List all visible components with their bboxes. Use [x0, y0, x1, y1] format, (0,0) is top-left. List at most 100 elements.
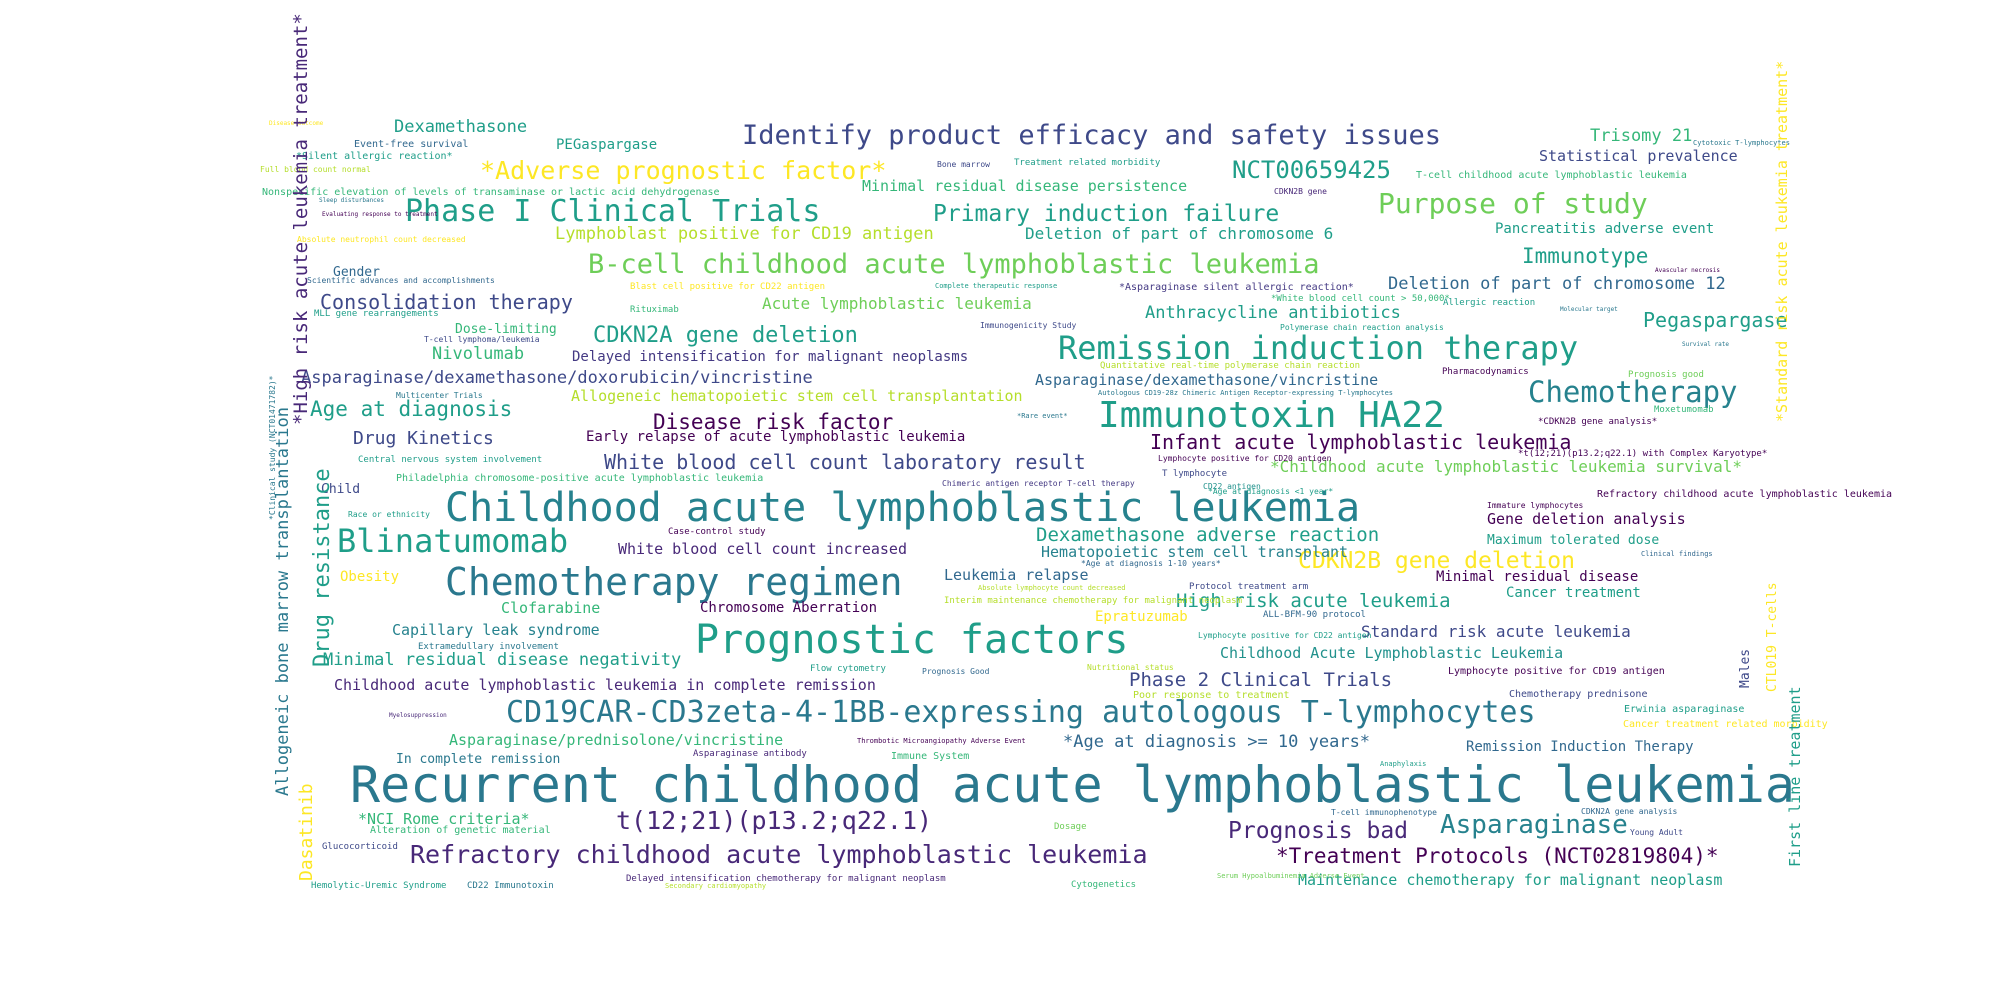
word-full-blood-count-normal: Full blood count normal [260, 165, 371, 174]
word-glucocorticoid: Glucocorticoid [322, 842, 398, 852]
word-refractory-childhood-acute-lymphoblastic-leukemi: Refractory childhood acute lymphoblastic… [410, 840, 1148, 869]
word-disease-outcome: Disease outcome [269, 120, 324, 127]
word-adverse-prognostic-factor: *Adverse prognostic factor* [480, 156, 887, 185]
word-anthracycline-antibiotics: Anthracycline antibiotics [1145, 303, 1401, 323]
word-maximum-tolerated-dose: Maximum tolerated dose [1487, 533, 1660, 548]
word-b-cell-childhood-acute-lymphoblastic-leukemia: B-cell childhood acute lymphoblastic leu… [588, 249, 1320, 280]
word-extramedullary-involvement: Extramedullary involvement [418, 642, 559, 652]
word-ctl019-t-cells: CTL019 T-cells [1765, 582, 1780, 692]
word-cytogenetics: Cytogenetics [1071, 880, 1137, 890]
word-cytotoxic-t-lymphocytes: Cytotoxic T-lymphocytes [1693, 139, 1790, 147]
word-allogeneic-bone-marrow-transplantation: Allogeneic bone marrow transplantation [273, 407, 293, 796]
word-pancreatitis-adverse-event: Pancreatitis adverse event [1495, 221, 1715, 237]
word-cdkn2b-gene-deletion: CDKN2B gene deletion [1298, 548, 1575, 574]
word-case-control-study: Case-control study [668, 527, 766, 537]
word-age-at-diagnosis: Age at diagnosis [310, 397, 513, 421]
word-serum-hypoalbuminemia-adverse-event: Serum Hypoalbuminemia Adverse Event [1217, 872, 1365, 880]
word-delayed-intensification-chemotherapy-for-maligna: Delayed intensification chemotherapy for… [626, 874, 946, 884]
word-gene-deletion-analysis: Gene deletion analysis [1487, 510, 1686, 528]
word-nutritional-status: Nutritional status [1087, 663, 1174, 672]
word-deletion-of-part-of-chromosome-12: Deletion of part of chromosome 12 [1388, 274, 1726, 294]
word-remission-induction-therapy: Remission Induction Therapy [1466, 739, 1694, 755]
word-blast-cell-positive-for-cd22-antigen: Blast cell positive for CD22 antigen [630, 282, 826, 292]
word-molecular-target: Molecular target [1560, 306, 1618, 313]
word-asparaginase-dexamethasone-doxorubicin-vincristi: Asparaginase/dexamethasone/doxorubicin/v… [301, 368, 813, 388]
word-sleep-disturbances: Sleep disturbances [319, 197, 385, 204]
word-gender: Gender [333, 265, 380, 280]
word-first-line-treatment: First line treatment [1786, 686, 1804, 867]
word-high-risk-acute-leukemia-treatment: *High risk acute leukemia treatment* [290, 13, 312, 425]
word-quantitative-real-time-polymerase-chain-reaction: Quantitative real-time polymerase chain … [1100, 361, 1361, 371]
word-minimal-residual-disease: Minimal residual disease [1436, 569, 1639, 585]
word-polymerase-chain-reaction-analysis: Polymerase chain reaction analysis [1280, 323, 1444, 332]
word-remission-induction-therapy: Remission induction therapy [1058, 329, 1579, 367]
word-trisomy-21: Trisomy 21 [1590, 126, 1693, 146]
word-young-adult: Young Adult [1630, 828, 1683, 837]
word-nivolumab: Nivolumab [432, 344, 525, 364]
word-t-cell-immunophenotype: T-cell immunophenotype [1331, 808, 1437, 817]
word-age-at-diagnosis-10-years: *Age at diagnosis >= 10 years* [1063, 732, 1371, 752]
word-phase-i-clinical-trials: Phase I Clinical Trials [405, 194, 821, 229]
word-silent-allergic-reaction: *Silent allergic reaction* [296, 151, 453, 162]
word-survival-rate: Survival rate [1682, 341, 1729, 348]
word-lymphoblast-positive-for-cd19-antigen: Lymphoblast positive for CD19 antigen [555, 224, 934, 244]
word-bone-marrow: Bone marrow [937, 160, 990, 169]
word-dexamethasone-adverse-reaction: Dexamethasone adverse reaction [1036, 524, 1380, 546]
word-pharmacodynamics: Pharmacodynamics [1442, 367, 1529, 377]
word-complete-therapeutic-response: Complete therapeutic response [935, 282, 1058, 290]
word-drug-kinetics: Drug Kinetics [353, 428, 494, 449]
word-delayed-intensification-for-malignant-neoplasms: Delayed intensification for malignant ne… [572, 349, 969, 365]
word-prognosis-good: Prognosis Good [922, 667, 990, 676]
word-asparaginase: Asparaginase [1440, 810, 1628, 840]
word-identify-product-efficacy-and-safety-issues: Identify product efficacy and safety iss… [742, 120, 1441, 151]
word-drug-resistance: Drug resistance [310, 468, 335, 667]
word-obesity: Obesity [340, 569, 400, 585]
word-nct00659425: NCT00659425 [1232, 156, 1391, 184]
word-statistical-prevalence: Statistical prevalence [1539, 147, 1738, 165]
word-dexamethasone: Dexamethasone [394, 117, 528, 137]
word-prognosis-bad: Prognosis bad [1228, 818, 1409, 844]
word-chemotherapy-prednisone: Chemotherapy prednisone [1509, 689, 1648, 700]
word-lymphocyte-positive-for-cd19-antigen: Lymphocyte positive for CD19 antigen [1448, 666, 1665, 677]
word-t-lymphocyte: T lymphocyte [1162, 469, 1228, 479]
word-clinical-study-nct01471782: *Clinical study (NCT01471782)* [268, 375, 277, 521]
word-recurrent-childhood-acute-lymphoblastic-leukemia: Recurrent childhood acute lymphoblastic … [350, 756, 1795, 814]
word-immune-system: Immune System [891, 751, 970, 762]
word-absolute-neutrophil-count-decreased: Absolute neutrophil count decreased [297, 235, 466, 244]
word-dose-limiting: Dose-limiting [455, 322, 557, 337]
word-minimal-residual-disease-persistence: Minimal residual disease persistence [862, 177, 1188, 195]
word-secondary-cardiomyopathy: Secondary cardiomyopathy [665, 882, 767, 890]
word-t-cell-childhood-acute-lymphoblastic-leukemia: T-cell childhood acute lymphoblastic leu… [1416, 170, 1687, 181]
word-hemolytic-uremic-syndrome: Hemolytic-Uremic Syndrome [311, 881, 447, 891]
word-nci-rome-criteria: *NCI Rome criteria* [358, 810, 530, 828]
word-avascular-necrosis: Avascular necrosis [1655, 267, 1721, 274]
word-myelosuppression: Myelosuppression [389, 712, 447, 719]
word-pegaspargase: PEGaspargase [556, 137, 658, 153]
word-lymphocyte-positive-for-cd22-antigen: Lymphocyte positive for CD22 antigen [1198, 631, 1372, 640]
word-consolidation-therapy: Consolidation therapy [320, 290, 573, 314]
word-t-12-21-p13-2-q22-1-with-complex-karyotype: *t(12;21)(p13.2;q22.1) with Complex Kary… [1518, 449, 1768, 459]
word-absolute-lymphocyte-count-decreased: Absolute lymphocyte count decreased [978, 584, 1126, 592]
word-scientific-advances-and-accomplishments: Scientific advances and accomplishments [307, 276, 495, 285]
word-lymphocyte-positive-for-cd20-antigen: Lymphocyte positive for CD20 antigen [1158, 454, 1332, 463]
word-acute-lymphoblastic-leukemia: Acute lymphoblastic leukemia [762, 294, 1032, 313]
word-asparaginase-silent-allergic-reaction: *Asparaginase silent allergic reaction* [1119, 282, 1354, 293]
word-evaluating-response-to-treatment: Evaluating response to treatment [322, 211, 438, 218]
word-childhood-acute-lymphoblastic-leukemia-in-comple: Childhood acute lymphoblastic leukemia i… [334, 676, 876, 694]
word-deletion-of-part-of-chromosome-6: Deletion of part of chromosome 6 [1025, 224, 1334, 243]
word-cd19car-cd3zeta-4-1bb-expressing-autologous-t-ly: CD19CAR-CD3zeta-4-1BB-expressing autolog… [506, 695, 1536, 730]
word-central-nervous-system-involvement: Central nervous system involvement [358, 455, 543, 465]
word-refractory-childhood-acute-lymphoblastic-leukemi: Refractory childhood acute lymphoblastic… [1597, 489, 1893, 500]
word-purpose-of-study: Purpose of study [1378, 187, 1648, 220]
word-t-cell-lymphoma-leukemia: T-cell lymphoma/leukemia [424, 335, 540, 344]
word-white-blood-cell-count-50-000: *White blood cell count > 50,000* [1271, 294, 1450, 304]
word-maintenance-chemotherapy-for-malignant-neoplasm: Maintenance chemotherapy for malignant n… [1298, 871, 1723, 889]
word-cd22-immunotoxin: CD22 Immunotoxin [467, 881, 554, 891]
word-cdkn2b-gene-analysis: *CDKN2B gene analysis* [1538, 417, 1658, 427]
word-minimal-residual-disease-negativity: Minimal residual disease negativity [323, 650, 682, 670]
word-clofarabine: Clofarabine [501, 599, 601, 617]
word-chemotherapy: Chemotherapy [1528, 375, 1738, 409]
word-alteration-of-genetic-material: Alteration of genetic material [370, 825, 551, 836]
word-asparaginase-prednisolone-vincristine: Asparaginase/prednisolone/vincristine [449, 731, 784, 749]
word-epratuzumab: Epratuzumab [1095, 609, 1188, 625]
